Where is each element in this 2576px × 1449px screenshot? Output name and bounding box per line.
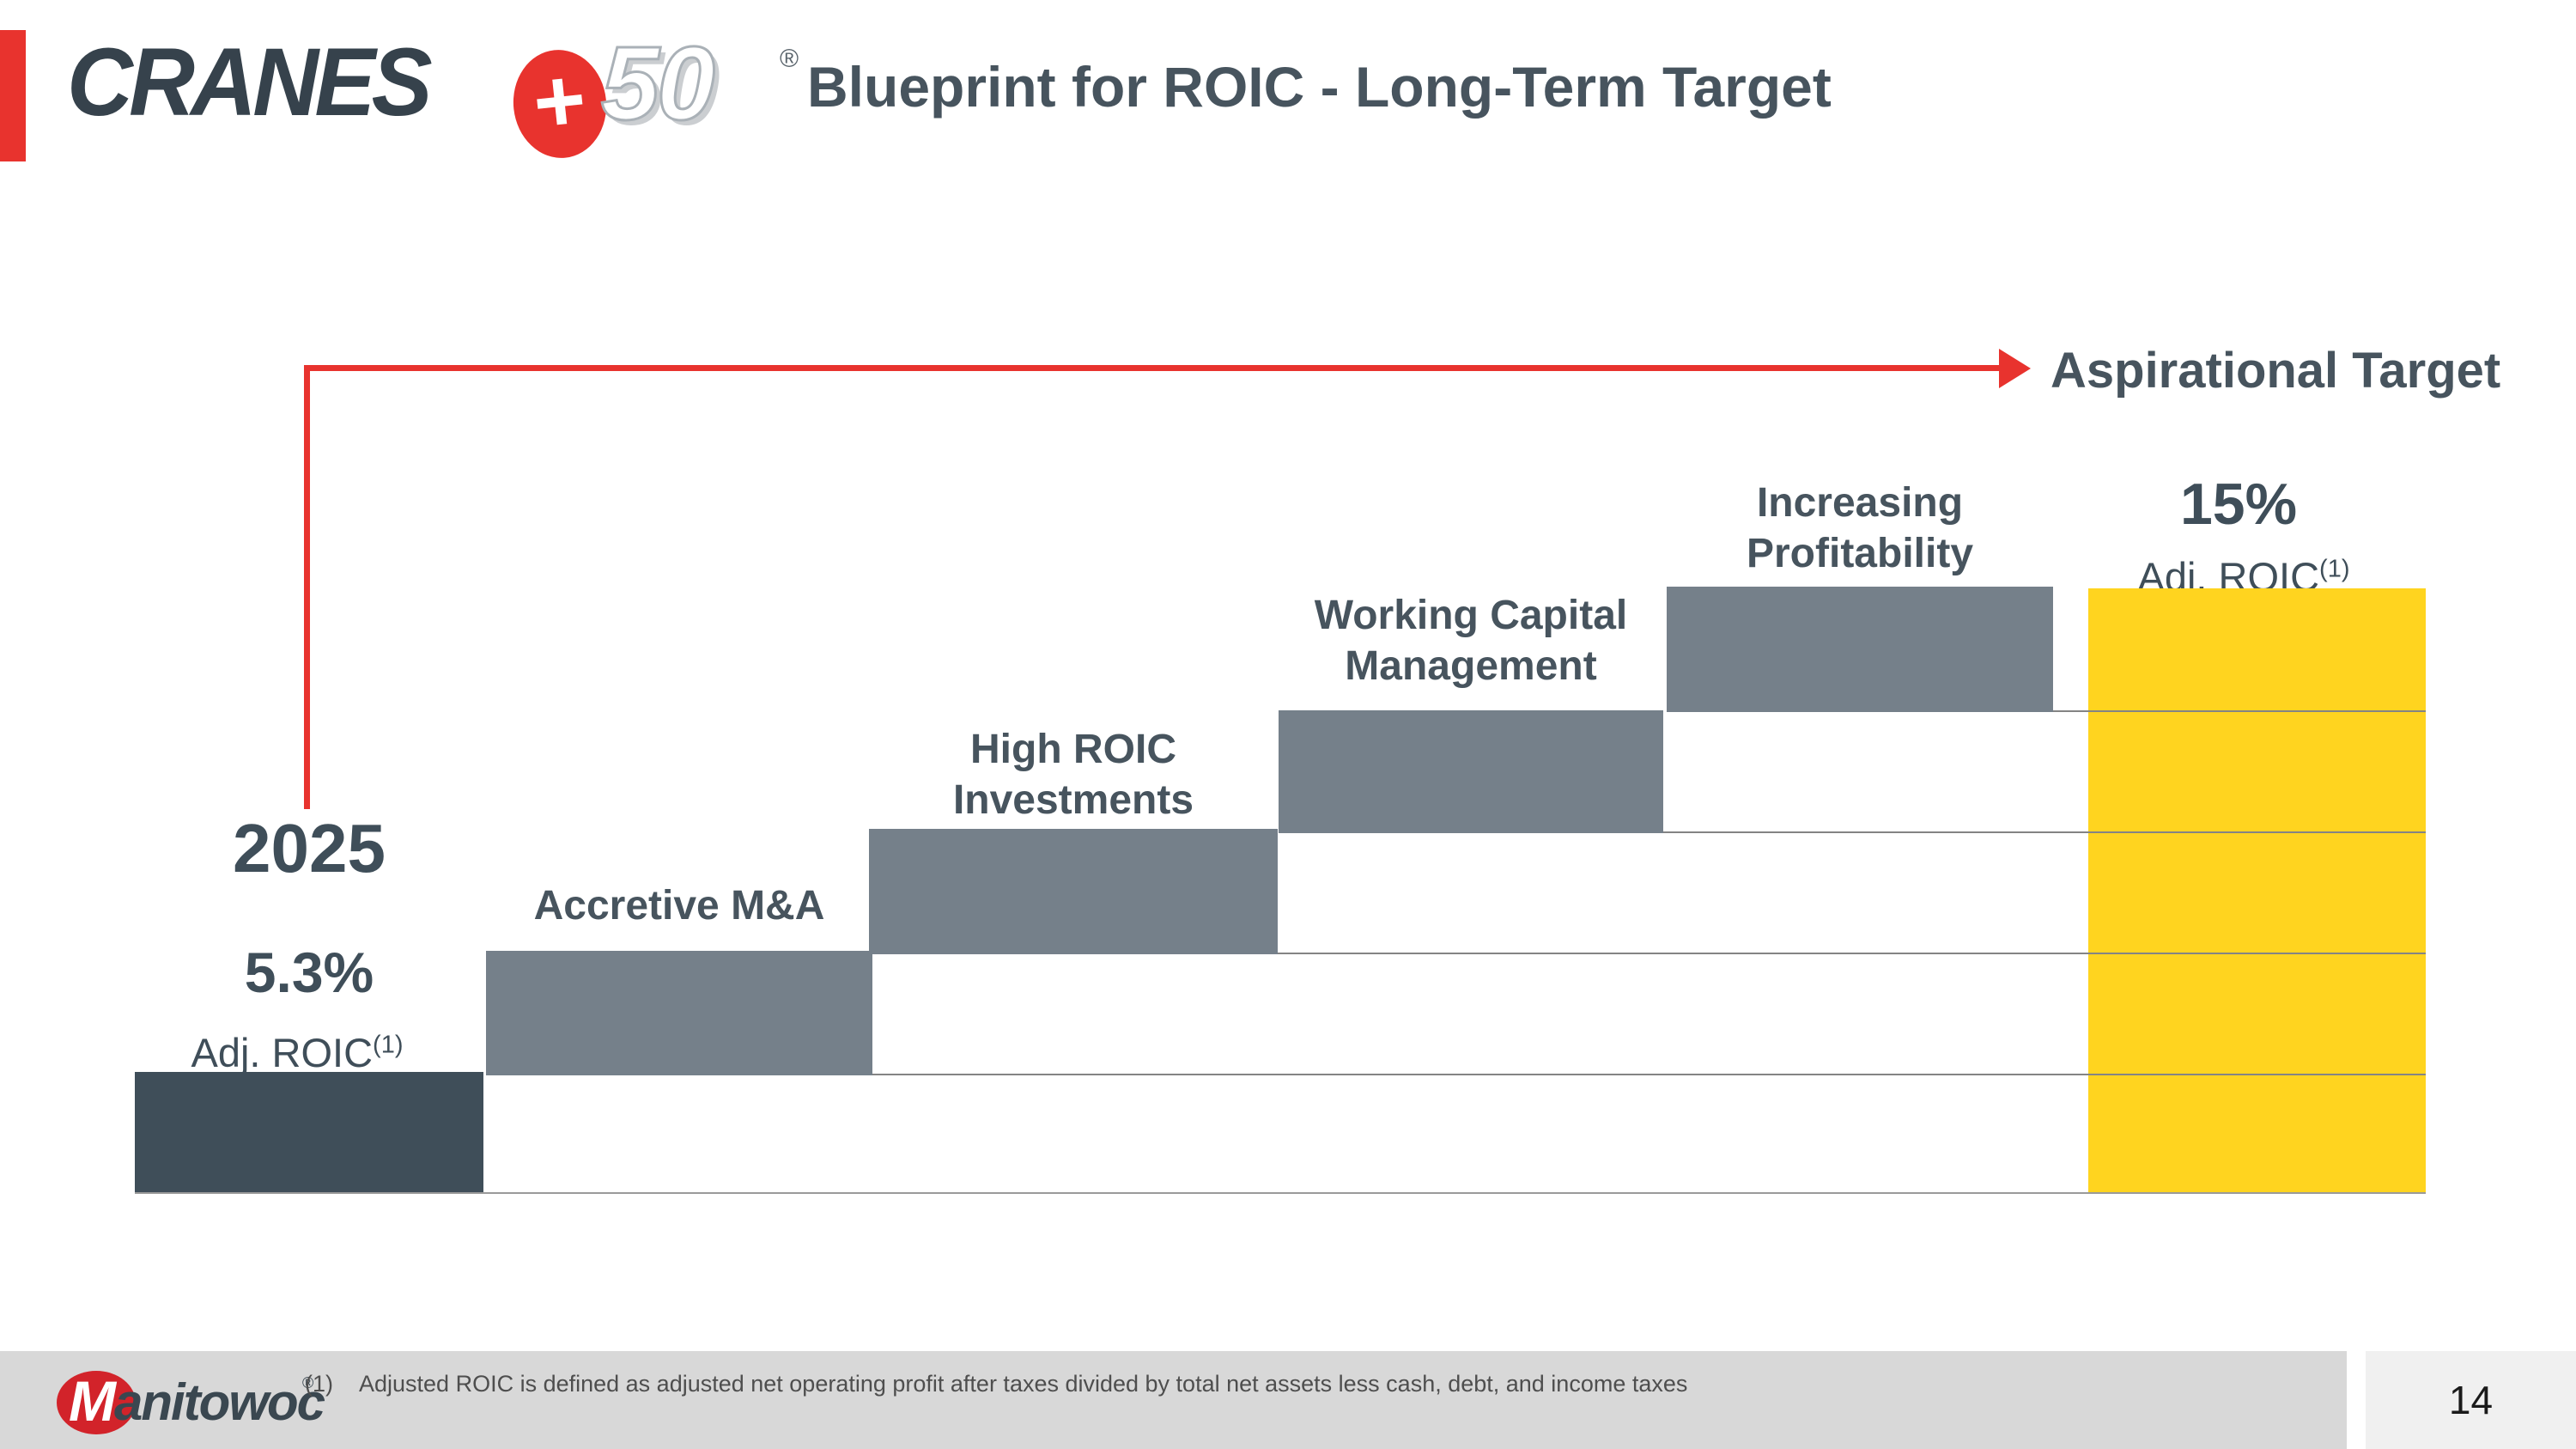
plus-glyph: + — [528, 49, 591, 154]
manitowoc-registered-icon: ® — [302, 1374, 314, 1391]
start-year-label: 2025 — [233, 810, 386, 886]
manitowoc-red-oval-icon — [57, 1371, 136, 1434]
step-label-high-roic-investments: High ROIC Investments — [952, 727, 1194, 823]
bar-2025-adj-roic — [135, 1072, 483, 1193]
bar-high-roic-investments — [869, 829, 1278, 954]
page-number-panel: 14 — [2366, 1351, 2576, 1449]
bar-aspirational-target — [2088, 588, 2426, 1193]
footnote-marker: (1) — [305, 1371, 333, 1397]
step-label-accretive-ma: Accretive M&A — [533, 883, 825, 928]
manitowoc-wordmark: anitowoc — [114, 1373, 325, 1431]
target-arrow-head-icon — [1999, 349, 2031, 388]
gridline-step-2 — [1278, 953, 2426, 954]
start-metric-label: Adj. ROIC(1) — [125, 1029, 469, 1076]
start-value-label: 5.3% — [244, 941, 374, 1004]
gridline-step-3 — [1663, 831, 2426, 833]
bar-increasing-profitability — [1667, 587, 2053, 712]
target-arrow-horizontal-line — [304, 365, 1999, 371]
aspirational-target-label: Aspirational Target — [2050, 343, 2501, 399]
registered-mark-icon: ® — [780, 45, 799, 73]
gridline-step-1 — [872, 1074, 2426, 1075]
step-label-increasing-profitability: Increasing Profitability — [1746, 480, 1974, 576]
page-number: 14 — [2448, 1378, 2494, 1422]
logo-cranes-text: CRANES — [67, 28, 433, 136]
start-footnote-ref: (1) — [373, 1031, 404, 1059]
footer-band — [0, 1351, 2347, 1449]
logo-plus-icon: + — [507, 45, 612, 163]
logo-fifty-text: 50 — [600, 25, 717, 142]
step-label-working-capital-management: Working Capital Management — [1314, 593, 1628, 689]
footnote-text: Adjusted ROIC is defined as adjusted net… — [359, 1371, 1688, 1397]
gridline-step-4 — [2053, 710, 2426, 712]
start-metric-text: Adj. ROIC — [191, 1030, 374, 1075]
red-accent-bar — [0, 30, 26, 161]
manitowoc-m-letter: M — [69, 1369, 116, 1433]
page-title: Blueprint for ROIC - Long-Term Target — [807, 55, 1832, 119]
target-arrow-vertical-line — [304, 365, 310, 809]
baseline — [135, 1192, 2426, 1194]
bar-accretive-ma — [486, 951, 872, 1075]
bar-working-capital-management — [1279, 710, 1663, 833]
target-value-label: 15% — [2179, 472, 2298, 537]
target-footnote-ref: (1) — [2319, 555, 2350, 583]
